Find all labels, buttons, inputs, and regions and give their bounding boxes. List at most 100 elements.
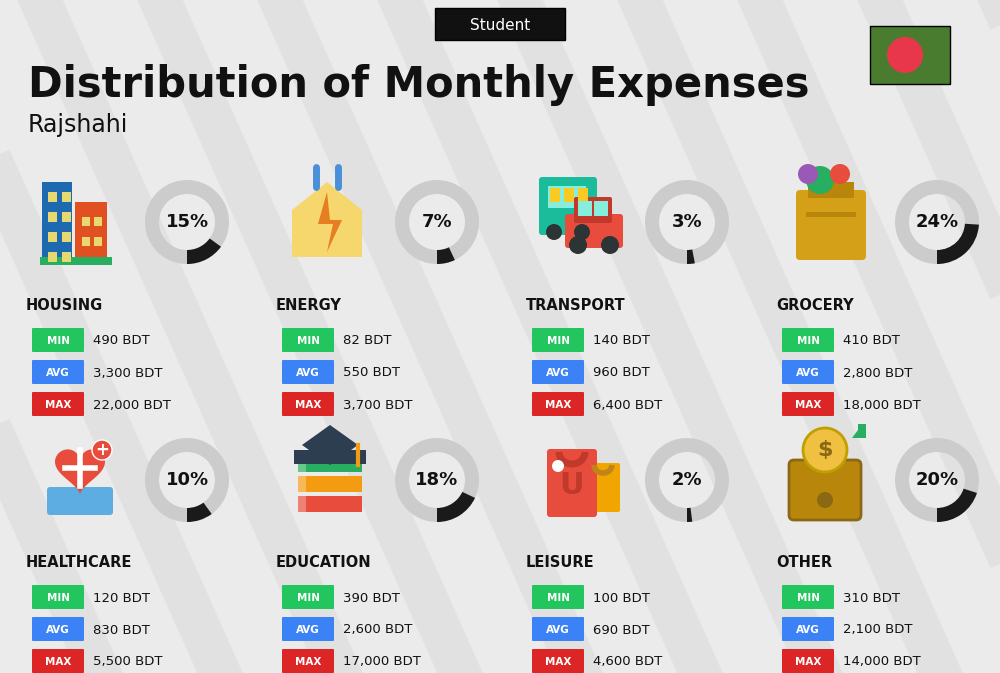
Polygon shape [318, 192, 342, 252]
Wedge shape [937, 489, 977, 522]
FancyBboxPatch shape [532, 617, 584, 641]
Text: 17,000 BDT: 17,000 BDT [343, 656, 421, 668]
Text: GROCERY: GROCERY [776, 298, 854, 313]
Text: 960 BDT: 960 BDT [593, 367, 650, 380]
Circle shape [887, 37, 923, 73]
FancyBboxPatch shape [564, 188, 574, 202]
Text: 100 BDT: 100 BDT [593, 592, 650, 604]
Wedge shape [395, 438, 479, 522]
FancyBboxPatch shape [82, 217, 90, 226]
FancyBboxPatch shape [298, 476, 306, 492]
FancyBboxPatch shape [782, 617, 834, 641]
FancyBboxPatch shape [808, 182, 854, 198]
Text: 3,300 BDT: 3,300 BDT [93, 367, 162, 380]
FancyBboxPatch shape [547, 449, 597, 517]
FancyBboxPatch shape [48, 192, 57, 202]
FancyBboxPatch shape [32, 617, 84, 641]
FancyBboxPatch shape [48, 252, 57, 262]
Wedge shape [645, 438, 729, 522]
Text: 410 BDT: 410 BDT [843, 334, 900, 347]
Text: 22,000 BDT: 22,000 BDT [93, 398, 171, 411]
Text: MAX: MAX [795, 657, 821, 667]
Text: 82 BDT: 82 BDT [343, 334, 392, 347]
Text: MAX: MAX [545, 657, 571, 667]
FancyBboxPatch shape [32, 392, 84, 416]
Text: AVG: AVG [46, 625, 70, 635]
Text: U: U [560, 470, 584, 499]
Polygon shape [292, 182, 362, 257]
Text: 2,800 BDT: 2,800 BDT [843, 367, 912, 380]
FancyBboxPatch shape [40, 257, 112, 265]
Text: 4,600 BDT: 4,600 BDT [593, 656, 662, 668]
Circle shape [574, 224, 590, 240]
Text: 490 BDT: 490 BDT [93, 334, 150, 347]
FancyBboxPatch shape [578, 201, 592, 216]
Text: 310 BDT: 310 BDT [843, 592, 900, 604]
Circle shape [803, 428, 847, 472]
Text: ENERGY: ENERGY [276, 298, 342, 313]
FancyBboxPatch shape [532, 649, 584, 673]
FancyBboxPatch shape [48, 232, 57, 242]
FancyBboxPatch shape [62, 192, 71, 202]
Text: 830 BDT: 830 BDT [93, 623, 150, 637]
FancyBboxPatch shape [298, 456, 306, 472]
Text: $: $ [817, 440, 833, 460]
Text: 15%: 15% [165, 213, 209, 231]
Circle shape [798, 164, 818, 184]
Text: Student: Student [470, 17, 530, 32]
Text: MIN: MIN [796, 336, 820, 346]
FancyBboxPatch shape [42, 182, 72, 257]
Text: 2%: 2% [672, 471, 702, 489]
Text: AVG: AVG [546, 625, 570, 635]
FancyBboxPatch shape [32, 360, 84, 384]
Polygon shape [55, 450, 105, 495]
FancyBboxPatch shape [282, 617, 334, 641]
Text: 6,400 BDT: 6,400 BDT [593, 398, 662, 411]
Text: 2,600 BDT: 2,600 BDT [343, 623, 412, 637]
Text: 2,100 BDT: 2,100 BDT [843, 623, 912, 637]
Text: 3%: 3% [672, 213, 702, 231]
Text: 10%: 10% [165, 471, 209, 489]
Text: 14,000 BDT: 14,000 BDT [843, 656, 921, 668]
FancyBboxPatch shape [32, 585, 84, 609]
FancyBboxPatch shape [282, 328, 334, 352]
Wedge shape [437, 248, 455, 264]
Text: 690 BDT: 690 BDT [593, 623, 650, 637]
FancyBboxPatch shape [532, 392, 584, 416]
Text: 3,700 BDT: 3,700 BDT [343, 398, 413, 411]
FancyBboxPatch shape [62, 252, 71, 262]
Text: AVG: AVG [796, 368, 820, 378]
Text: +: + [95, 441, 109, 459]
Text: OTHER: OTHER [776, 555, 832, 570]
FancyBboxPatch shape [82, 237, 90, 246]
Text: MAX: MAX [45, 400, 71, 410]
FancyBboxPatch shape [782, 360, 834, 384]
Polygon shape [302, 425, 358, 465]
Circle shape [552, 460, 564, 472]
Text: 140 BDT: 140 BDT [593, 334, 650, 347]
FancyBboxPatch shape [47, 487, 113, 515]
Text: LEISURE: LEISURE [526, 555, 595, 570]
Text: AVG: AVG [546, 368, 570, 378]
Wedge shape [687, 250, 695, 264]
Text: MIN: MIN [46, 593, 70, 603]
Text: MAX: MAX [795, 400, 821, 410]
FancyBboxPatch shape [782, 328, 834, 352]
FancyBboxPatch shape [870, 26, 950, 84]
Text: AVG: AVG [296, 625, 320, 635]
Text: MAX: MAX [295, 657, 321, 667]
FancyBboxPatch shape [782, 392, 834, 416]
Text: MAX: MAX [295, 400, 321, 410]
Text: Rajshahi: Rajshahi [28, 113, 128, 137]
Text: TRANSPORT: TRANSPORT [526, 298, 626, 313]
FancyBboxPatch shape [75, 202, 107, 257]
Text: EDUCATION: EDUCATION [276, 555, 372, 570]
Circle shape [817, 492, 833, 508]
FancyBboxPatch shape [298, 496, 362, 512]
Text: 550 BDT: 550 BDT [343, 367, 400, 380]
FancyBboxPatch shape [282, 585, 334, 609]
Text: MIN: MIN [796, 593, 820, 603]
Text: MIN: MIN [546, 336, 570, 346]
FancyBboxPatch shape [782, 649, 834, 673]
Wedge shape [187, 238, 221, 264]
